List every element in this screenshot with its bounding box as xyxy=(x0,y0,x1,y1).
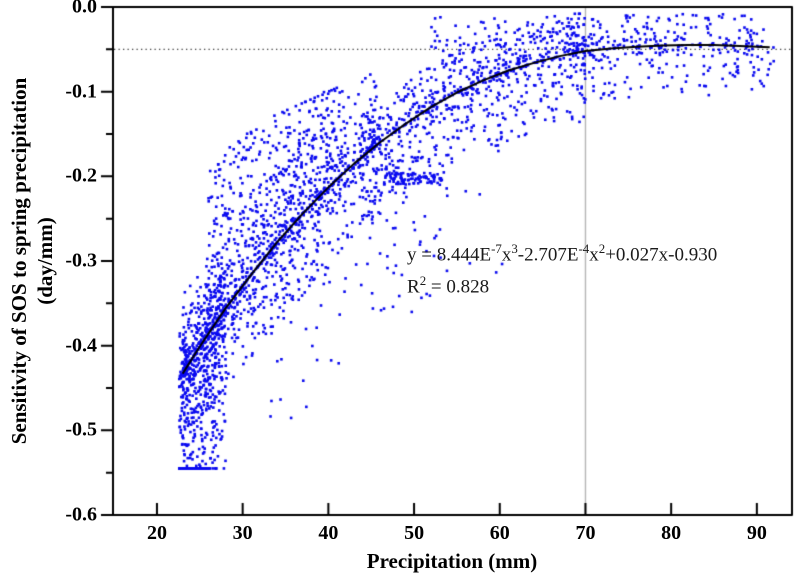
r2-seg: R xyxy=(407,276,420,298)
eq-exponent: 2 xyxy=(598,241,606,256)
r-squared-label: R2 = 0.828 xyxy=(407,268,717,300)
y-axis-title-line2: (day/mm) xyxy=(33,217,57,305)
y-axis-title-line1: Sensitivity of SOS to spring precipitati… xyxy=(7,77,31,445)
eq-exponent: -7 xyxy=(491,241,502,256)
eq-exponent: 3 xyxy=(511,241,518,256)
eq-exponent: -4 xyxy=(578,241,590,256)
x-axis-title: Precipitation (mm) xyxy=(366,549,538,573)
eq-seg: +0.027x-0.930 xyxy=(605,244,718,266)
eq-seg: x xyxy=(589,244,599,266)
fit-annotation: y = 8.444E-7x3-2.707E-4x2+0.027x-0.930 R… xyxy=(407,236,717,301)
eq-seg: x xyxy=(501,244,512,266)
r2-exponent: 2 xyxy=(419,273,427,289)
fit-equation: y = 8.444E-7x3-2.707E-4x2+0.027x-0.930 xyxy=(407,236,717,268)
eq-seg: y = 8.444E xyxy=(407,244,492,266)
y-axis-title: Sensitivity of SOS to spring precipitati… xyxy=(6,78,58,445)
r2-seg: = 0.828 xyxy=(426,276,490,298)
eq-seg: -2.707E xyxy=(517,244,579,266)
